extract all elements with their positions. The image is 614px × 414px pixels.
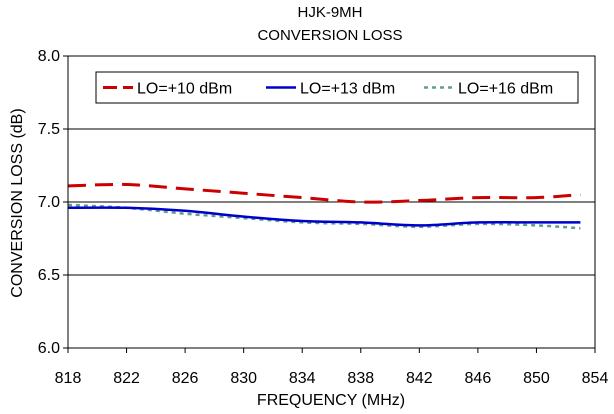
x-tick-label: 838 [347, 370, 374, 387]
legend: LO=+10 dBm LO=+13 dBm LO=+16 dBm [95, 71, 579, 104]
x-tick-label: 834 [289, 370, 316, 387]
series-line-3 [67, 203, 581, 230]
x-tick-label: 854 [582, 370, 609, 387]
x-tick-label: 822 [113, 370, 140, 387]
series-line-2 [67, 206, 581, 227]
series-lines [67, 182, 581, 230]
y-axis-label: CONVERSION LOSS (dB) [9, 108, 26, 297]
chart-subtitle: CONVERSION LOSS [257, 27, 402, 44]
x-tick-label: 842 [406, 370, 433, 387]
legend-label-3: LO=+16 dBm [458, 81, 553, 98]
x-tick-label: 818 [55, 370, 82, 387]
y-tick-label: 8.0 [38, 48, 60, 65]
y-tick-label: 6.0 [38, 340, 60, 357]
x-tick-label: 826 [172, 370, 199, 387]
legend-box [95, 71, 579, 104]
chart-title: HJK-9MH [297, 4, 362, 21]
y-tick-label: 6.5 [38, 267, 60, 284]
y-tick-label: 7.5 [38, 121, 60, 138]
series-line-1 [67, 182, 581, 204]
x-tick-label: 850 [523, 370, 550, 387]
x-axis-label: FREQUENCY (MHz) [257, 392, 405, 409]
x-tick-label: 830 [230, 370, 257, 387]
legend-label-2: LO=+13 dBm [300, 81, 395, 98]
legend-label-1: LO=+10 dBm [137, 81, 232, 98]
axis-ticks: 6.0 6.5 7.0 7.5 8.0 818 822 826 830 834 838 842 846 8… [38, 48, 609, 387]
y-tick-label: 7.0 [38, 194, 60, 211]
x-tick-label: 846 [465, 370, 492, 387]
